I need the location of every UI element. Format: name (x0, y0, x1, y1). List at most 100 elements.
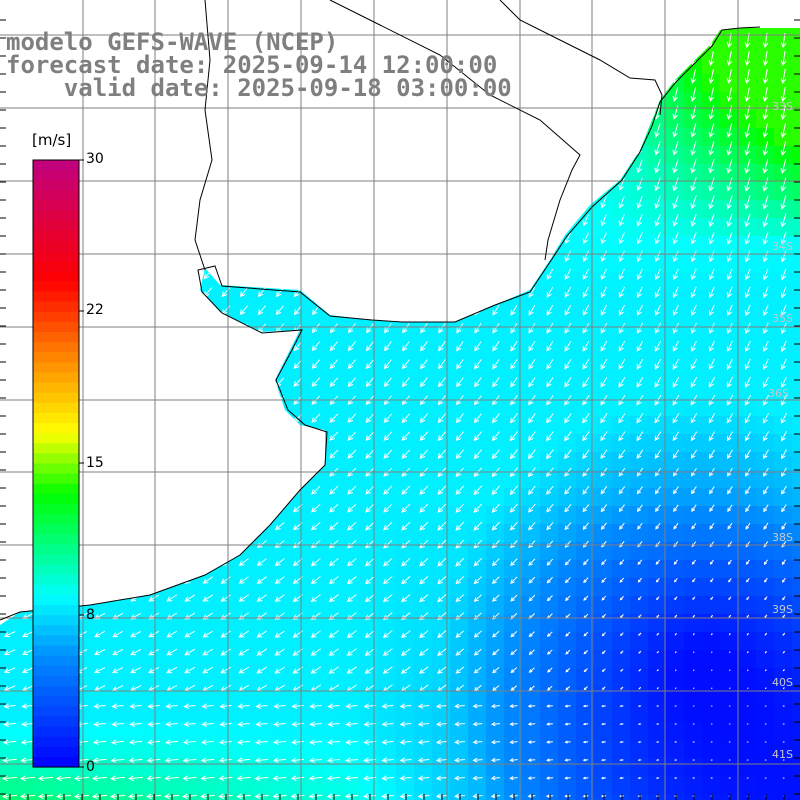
wind-arrow (310, 540, 321, 549)
wind-arrow (673, 578, 678, 583)
wind-cell (540, 344, 559, 363)
wind-arrow (184, 594, 195, 602)
wind-arrow (600, 250, 607, 263)
wind-arrow (130, 522, 141, 530)
wind-cell (540, 38, 559, 57)
wind-arrow (582, 322, 590, 334)
wind-arrow (221, 413, 231, 423)
wind-arrow (166, 576, 177, 584)
wind-cell (270, 740, 289, 759)
wind-cell (486, 308, 505, 327)
wind-cell (396, 398, 415, 417)
wind-arrow (330, 160, 338, 173)
wind-cell (162, 290, 181, 309)
wind-cell (108, 722, 127, 741)
wind-cell (612, 28, 631, 39)
wind-cell (594, 398, 613, 417)
wind-cell (306, 560, 325, 579)
wind-cell (432, 308, 451, 327)
wind-arrow (710, 614, 714, 618)
wind-arrow (744, 69, 751, 84)
wind-cell (594, 524, 613, 543)
wind-cell (630, 38, 649, 57)
wind-cell (792, 380, 800, 399)
wind-cell (162, 650, 181, 669)
wind-cell (396, 704, 415, 723)
wind-arrow (347, 431, 357, 441)
wind-arrow (329, 413, 339, 423)
wind-cell (558, 740, 577, 759)
wind-arrow (366, 196, 374, 209)
wind-cell (774, 92, 793, 111)
valid-date: valid date: 2025-09-18 03:00:00 (63, 74, 512, 102)
wind-cell (522, 614, 541, 633)
wind-arrow (4, 360, 15, 369)
wind-cell (234, 470, 253, 489)
wind-cell (450, 668, 469, 687)
wind-arrow (636, 87, 643, 102)
wind-arrow (618, 358, 626, 370)
wind-arrow (455, 503, 465, 513)
wind-cell (468, 614, 487, 633)
wind-cell (738, 74, 757, 93)
wind-arrow (221, 323, 231, 333)
wind-arrow (130, 432, 141, 441)
wind-cell (558, 236, 577, 255)
wind-cell (180, 632, 199, 651)
wind-arrow (203, 214, 212, 226)
wind-cell (774, 110, 793, 129)
wind-cell (540, 434, 559, 453)
wind-cell (0, 794, 19, 800)
wind-arrow (762, 231, 769, 245)
wind-cell (720, 308, 739, 327)
wind-arrow (636, 504, 643, 513)
wind-arrow (762, 195, 769, 210)
wind-arrow (708, 449, 715, 459)
wind-cell (612, 506, 631, 525)
wind-arrow (455, 431, 464, 442)
wind-arrow (383, 557, 393, 567)
wind-cell (180, 650, 199, 669)
wind-arrow (762, 105, 769, 120)
wind-cell (306, 344, 325, 363)
wind-cell (522, 128, 541, 147)
wind-arrow (600, 449, 608, 460)
wind-arrow (564, 340, 572, 352)
wind-cell (720, 578, 739, 597)
wind-cell (108, 524, 127, 543)
wind-cell (126, 560, 145, 579)
wind-cell (252, 272, 271, 291)
wind-cell (720, 596, 739, 615)
wind-arrow (708, 232, 715, 245)
wind-arrow (22, 360, 33, 369)
wind-cell (126, 506, 145, 525)
wind-cell (504, 452, 523, 471)
wind-arrow (113, 142, 123, 154)
wind-arrow (510, 576, 518, 584)
wind-arrow (4, 486, 15, 494)
wind-cell (702, 74, 721, 93)
wind-cell (342, 470, 361, 489)
lat-label-35s: 35S (772, 312, 793, 325)
wind-arrow (708, 141, 715, 156)
lat-label-40s: 40S (772, 676, 793, 689)
wind-cell (234, 506, 253, 525)
wind-arrow (402, 33, 409, 48)
wind-cell (666, 758, 685, 777)
wind-arrow (383, 377, 392, 388)
wind-cell (144, 200, 163, 219)
wind-arrow (456, 232, 464, 245)
wind-cell (792, 74, 800, 93)
wind-cell (756, 794, 775, 800)
wind-cell (684, 326, 703, 345)
wind-arrow (726, 123, 733, 138)
wind-cell (612, 398, 631, 417)
wind-cell (216, 596, 235, 615)
wind-cell (756, 182, 775, 201)
wind-cell (0, 416, 19, 435)
wind-arrow (220, 522, 231, 531)
wind-arrow (238, 522, 249, 531)
wind-cell (684, 146, 703, 165)
wind-cell (756, 28, 775, 39)
wind-cell (738, 776, 757, 795)
